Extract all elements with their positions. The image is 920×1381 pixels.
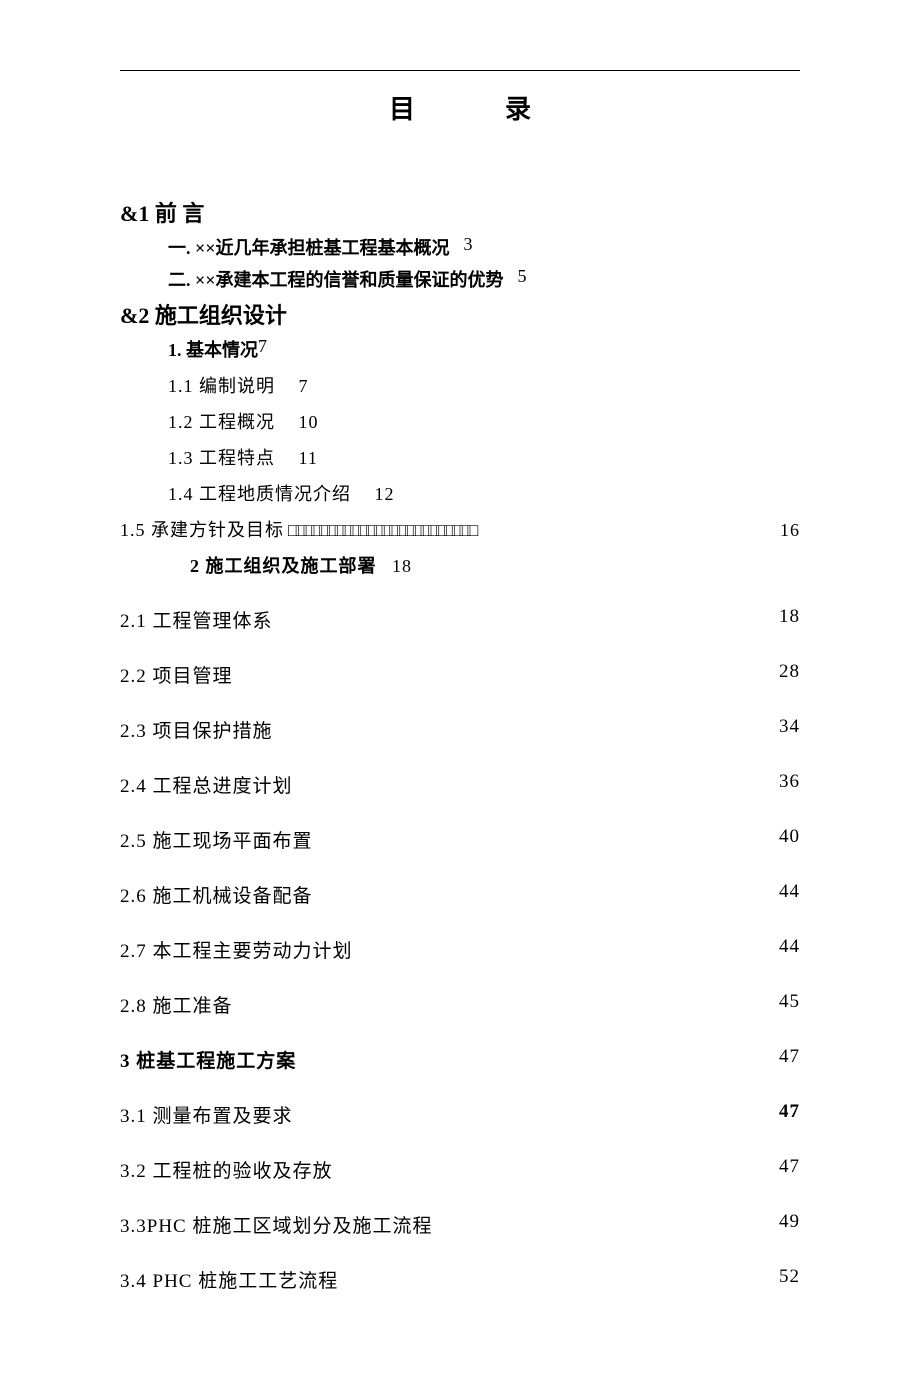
toc-text: 1.3 工程特点 [168,448,275,468]
toc-text: 2.3 项目保护措施 [120,716,273,743]
toc-page: 3 [464,234,473,260]
toc-text: 1.5 承建方针及目标 [120,516,284,542]
toc-page: 7 [299,376,309,396]
toc-page: 49 [779,1211,800,1238]
toc-text: 3.2 工程桩的验收及存放 [120,1156,333,1183]
toc-text: 1.2 工程概况 [168,412,275,432]
toc-text: 2.1 工程管理体系 [120,606,273,633]
toc-page: 45 [779,991,800,1018]
toc-page: 16 [780,520,800,541]
toc-page: 7 [258,336,267,362]
toc-page: 40 [779,826,800,853]
toc-entry: 1.5 承建方针及目标 □□□□□□□□□□□□□□□□□□□□□□□□16 [120,516,800,542]
title-char-1: 目 [389,95,415,124]
toc-text: 2 施工组织及施工部署 [190,556,377,576]
toc-text: 2.2 项目管理 [120,661,233,688]
toc-page: 10 [299,412,319,432]
toc-text: 2.8 施工准备 [120,991,233,1018]
toc-entry: 2.8 施工准备 45 [120,991,800,1018]
toc-page: 11 [299,448,318,468]
toc-text: 2.6 施工机械设备配备 [120,881,313,908]
toc-entry: 1. 基本情况7 [120,336,800,362]
toc-entry: 2.1 工程管理体系 18 [120,606,800,633]
section-1-head: &1 前 言 [120,196,800,228]
toc-entry: 2.5 施工现场平面布置 40 [120,826,800,853]
toc-entry: 3.3PHC 桩施工区域划分及施工流程 49 [120,1211,800,1238]
toc-text: 1. 基本情况 [168,336,258,362]
toc-page: 47 [779,1101,800,1128]
toc-page: 12 [375,484,395,504]
toc-entry: 3 桩基工程施工方案 47 [120,1046,800,1073]
title-char-2: 录 [505,95,531,124]
toc-text: 2.4 工程总进度计划 [120,771,293,798]
toc-text: 3 桩基工程施工方案 [120,1046,296,1073]
toc-page: 47 [779,1046,800,1073]
toc-text: 一. ××近几年承担桩基工程基本概况 [168,234,450,260]
toc-page: 44 [779,881,800,908]
toc-entry: 3.4 PHC 桩施工工艺流程 52 [120,1266,800,1293]
toc-entry: 1.1 编制说明 7 [120,372,800,398]
toc-page: 52 [779,1266,800,1293]
toc-page: 5 [518,266,527,292]
toc-entry: 1.4 工程地质情况介绍 12 [120,480,800,506]
toc-entry: 2.6 施工机械设备配备 44 [120,881,800,908]
toc-page: 18 [779,606,800,633]
toc-text: 2.7 本工程主要劳动力计划 [120,936,353,963]
toc-entry: 2.2 项目管理 28 [120,661,800,688]
toc-page: 44 [779,936,800,963]
toc-entry: 2.3 项目保护措施 34 [120,716,800,743]
page-title: 目录 [120,89,800,126]
toc-entry: 二. ××承建本工程的信誉和质量保证的优势 5 [120,266,800,292]
toc-page: 28 [779,661,800,688]
toc-page: 47 [779,1156,800,1183]
toc-page: 36 [779,771,800,798]
toc-entry: 2.7 本工程主要劳动力计划 44 [120,936,800,963]
toc-text: 3.1 测量布置及要求 [120,1101,293,1128]
toc-entry: 1.3 工程特点 11 [120,444,800,470]
top-rule [120,70,800,71]
toc-entry: 2.4 工程总进度计划 36 [120,771,800,798]
toc-text: 二. ××承建本工程的信誉和质量保证的优势 [168,266,504,292]
toc-page: 34 [779,716,800,743]
section-2-head: &2 施工组织设计 [120,298,800,330]
toc-page: 18 [392,556,412,576]
toc-entry: 3.1 测量布置及要求 47 [120,1101,800,1128]
toc-text: 1.1 编制说明 [168,376,275,396]
toc-entry: 一. ××近几年承担桩基工程基本概况 3 [120,234,800,260]
toc-text: 1.4 工程地质情况介绍 [168,484,351,504]
toc-text: 2.5 施工现场平面布置 [120,826,313,853]
toc-leader: □□□□□□□□□□□□□□□□□□□□□□□□ [284,522,780,542]
toc-text: 3.3PHC 桩施工区域划分及施工流程 [120,1211,432,1238]
toc-text: 3.4 PHC 桩施工工艺流程 [120,1266,338,1293]
toc-entry: 1.2 工程概况 10 [120,408,800,434]
toc-entry: 3.2 工程桩的验收及存放 47 [120,1156,800,1183]
toc-entry: 2 施工组织及施工部署 18 [120,552,800,578]
